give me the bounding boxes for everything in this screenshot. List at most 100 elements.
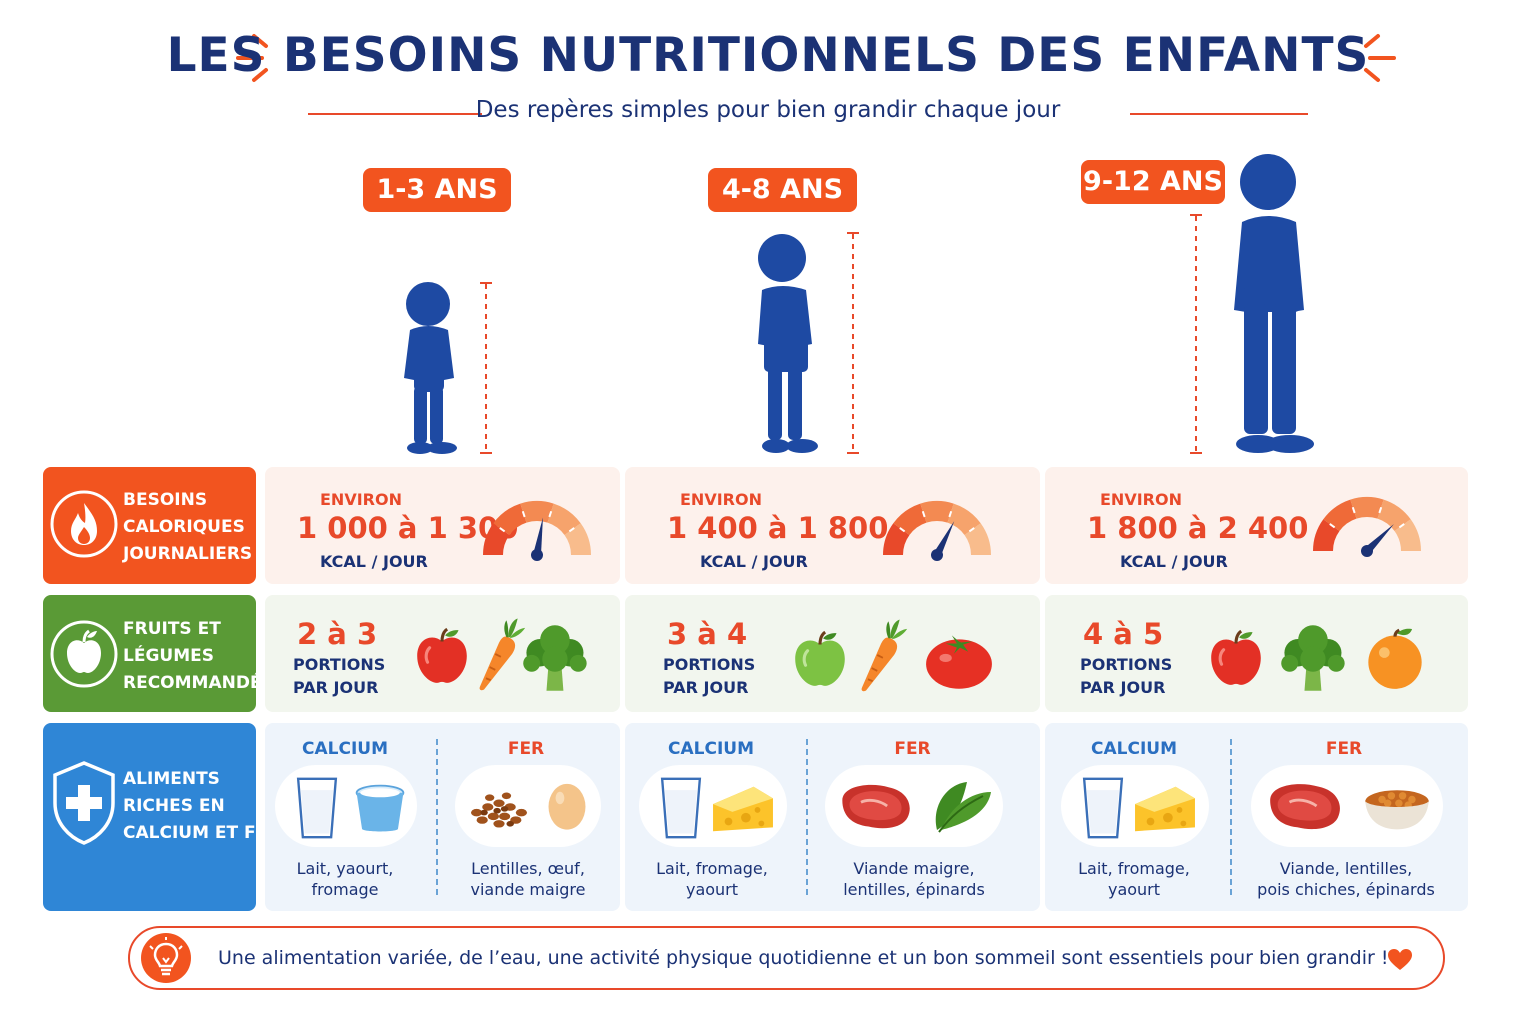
calories-range: 1 800 à 2 400 — [1087, 511, 1309, 545]
calcium-foods-line: Lait, fromage, — [1078, 859, 1190, 878]
gauge-icon — [883, 501, 991, 561]
footer-banner: Une alimentation variée, de l’eau, une a… — [128, 926, 1445, 990]
apple-icon — [1209, 629, 1263, 687]
portions-label: PORTIONS PAR JOUR — [293, 653, 385, 699]
subtitle-line-left — [308, 113, 482, 115]
gauge-tick — [1351, 506, 1356, 514]
portions-label-line: PAR JOUR — [1080, 678, 1166, 697]
fruits-cell-1-3: 2 à 3 PORTIONS PAR JOUR — [265, 595, 620, 712]
fer-heading: FER — [1325, 739, 1363, 759]
steak-icon — [1268, 782, 1342, 831]
lentils-icon — [471, 792, 527, 828]
gauge-segment — [520, 501, 554, 523]
calcium-foods-text: Lait, fromage, yaourt — [629, 858, 795, 900]
row-label-line: JOURNALIERS — [123, 544, 253, 564]
gauge-segment — [1350, 497, 1384, 519]
calcium-foods — [639, 765, 787, 847]
child-silhouette-icon — [758, 234, 818, 453]
fer-foods-line: viande maigre — [470, 880, 586, 899]
row-label-line: ALIMENTS — [123, 769, 220, 789]
portions-label-line: PAR JOUR — [293, 678, 379, 697]
footer-text: Une alimentation variée, de l’eau, une a… — [218, 947, 1389, 969]
calories-range: 1 400 à 1 800 — [667, 511, 889, 545]
calcium-foods-line: Lait, yaourt, — [296, 859, 394, 878]
calories-unit: KCAL / JOUR — [1120, 552, 1228, 571]
lightbulb-icon — [141, 933, 191, 983]
portions-count: 4 à 5 — [1083, 617, 1164, 651]
orange-icon — [1366, 627, 1424, 691]
row-label-line: CALCIUM ET FER — [123, 823, 281, 843]
flame-icon — [50, 490, 118, 558]
gauge-hub — [931, 549, 943, 561]
height-marker-9-12 — [1190, 214, 1202, 454]
fer-foods — [825, 765, 1003, 847]
calories-cell-1-3: ENVIRON 1 000 à 1 300 KCAL / JOUR — [265, 467, 620, 584]
gauge-segment — [893, 503, 927, 536]
gauge-needle — [1364, 524, 1394, 554]
portions-count: 3 à 4 — [667, 617, 748, 651]
age-pill-1-3: 1-3 ANS — [363, 168, 511, 212]
age-pill-4-8: 4-8 ANS — [708, 168, 857, 212]
milk-glass-icon — [296, 777, 338, 839]
page-title: LES BESOINS NUTRITIONNELS DES ENFANTS — [166, 28, 1370, 83]
portions-label-line: PORTIONS — [293, 655, 386, 674]
height-marker-1-3 — [480, 282, 492, 454]
fer-foods-line: Lentilles, œuf, — [471, 859, 585, 878]
calcium-foods-line: yaourt — [1107, 880, 1161, 899]
fer-foods-text: Lentilles, œuf, viande maigre — [445, 858, 611, 900]
page-subtitle: Des repères simples pour bien grandir ch… — [475, 97, 1061, 123]
gauge-tick — [521, 510, 526, 518]
gauge-segment — [547, 503, 581, 536]
calories-cell-9-12: ENVIRON 1 800 à 2 400 KCAL / JOUR — [1045, 467, 1468, 584]
calcium-foods-text: Lait, yaourt, fromage — [265, 858, 425, 900]
calcium-foods-line: fromage — [311, 880, 379, 899]
gauge-segment — [947, 503, 981, 536]
milk-glass-icon — [660, 777, 702, 839]
gauge-needle — [533, 517, 543, 556]
nutrients-cell-4-8: CALCIUM Lait, fromage, yaourt FER Viande… — [625, 723, 1040, 911]
age-pill-9-12: 9-12 ANS — [1081, 160, 1225, 204]
milk-glass-icon — [1082, 777, 1124, 839]
fer-foods-text: Viande maigre, lentilles, épinards — [815, 858, 1013, 900]
calories-unit: KCAL / JOUR — [320, 552, 428, 571]
gauge-tick — [948, 510, 953, 518]
gauge-tick — [1329, 523, 1336, 529]
row-label-line: RECOMMANDÉS — [123, 673, 274, 693]
column-divider — [436, 739, 438, 895]
broccoli-icon — [1281, 625, 1345, 691]
gauge-segment — [920, 501, 954, 523]
portions-count: 2 à 3 — [297, 617, 378, 651]
gauge-tick — [968, 527, 975, 533]
nutrients-cell-1-3: CALCIUM Lait, yaourt, fromage FER Lentil… — [265, 723, 620, 911]
calories-prefix: ENVIRON — [320, 490, 402, 509]
fer-foods-line: lentilles, épinards — [843, 880, 985, 899]
spark-left-icon — [236, 34, 268, 82]
calories-prefix: ENVIRON — [1100, 490, 1182, 509]
tomato-icon — [926, 635, 992, 689]
row-label-nutrients: ALIMENTS RICHES EN CALCIUM ET FER — [43, 723, 281, 911]
heart-icon — [1388, 949, 1412, 970]
gauge-hub — [1361, 545, 1373, 557]
egg-icon — [548, 783, 586, 830]
gauge-tick — [1398, 523, 1405, 529]
fer-foods-line: pois chiches, épinards — [1257, 880, 1435, 899]
fer-foods-line: Viande maigre, — [853, 859, 975, 878]
calcium-foods — [1061, 765, 1209, 847]
apple-icon — [415, 627, 469, 685]
row-label-line: LÉGUMES — [123, 646, 214, 666]
calories-prefix: ENVIRON — [680, 490, 762, 509]
fer-foods — [1251, 765, 1443, 847]
calcium-foods — [275, 765, 417, 847]
row-label-line: RICHES EN — [123, 796, 225, 816]
gauge-icon — [1313, 497, 1421, 557]
gauge-needle — [933, 521, 955, 557]
spark-right-icon — [1364, 34, 1396, 82]
calcium-foods-text: Lait, fromage, yaourt — [1051, 858, 1217, 900]
calories-unit: KCAL / JOUR — [700, 552, 808, 571]
gauge-tick — [568, 527, 575, 533]
calcium-heading: CALCIUM — [302, 739, 388, 759]
yogurt-icon — [355, 784, 405, 833]
gauge-tick — [1378, 506, 1383, 514]
gauge-tick — [899, 527, 906, 533]
carrot-icon — [860, 618, 909, 693]
